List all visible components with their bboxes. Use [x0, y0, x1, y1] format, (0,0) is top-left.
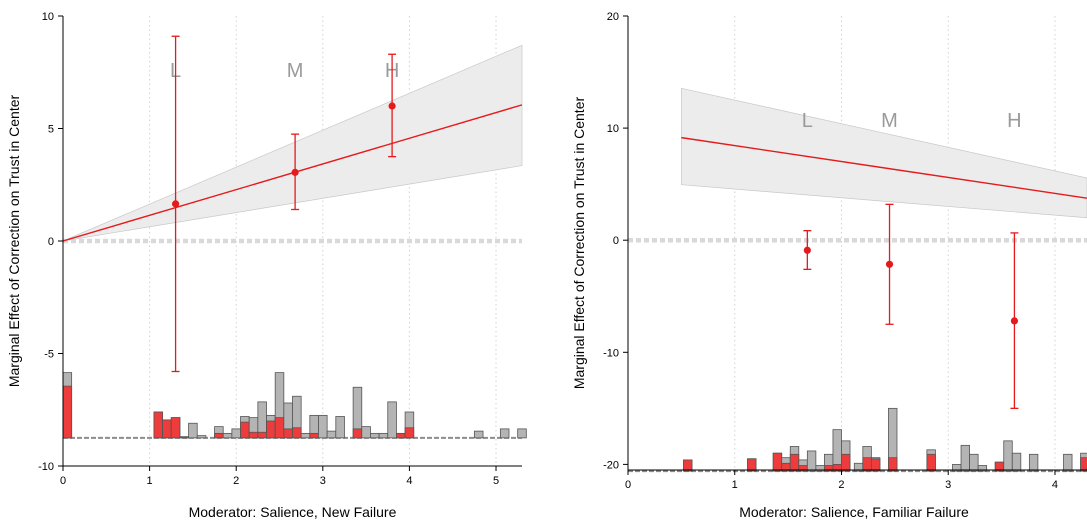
bin-estimate-point: [1010, 317, 1019, 325]
histogram-bar-treated: [62, 385, 73, 439]
y-tick-label: -10: [603, 347, 619, 359]
histogram-bar-treated: [248, 431, 259, 439]
histogram-bar-treated: [292, 427, 302, 439]
x-tick-label: 2: [838, 479, 844, 491]
histogram-bar-total: [473, 430, 484, 439]
histogram-bar-total: [318, 414, 328, 439]
confidence-band: [681, 87, 1087, 219]
y-axis-title: Marginal Effect of Correction on Trust i…: [6, 95, 22, 388]
bin-label: M: [287, 60, 304, 82]
x-tick-label: 4: [1052, 479, 1058, 491]
histogram-bar-treated: [888, 457, 898, 472]
y-tick-label: 10: [607, 123, 619, 135]
y-axis-title: Marginal Effect of Correction on Trust i…: [571, 97, 587, 390]
bin-label: M: [881, 110, 898, 132]
histogram-bar-total: [387, 401, 397, 439]
y-tick-label: 0: [48, 236, 54, 248]
histogram-bar-total: [1003, 440, 1013, 472]
bin-estimate-point: [803, 246, 811, 254]
x-axis-title: Moderator: Salience, Familiar Failure: [739, 504, 969, 520]
histogram-bar-treated: [683, 459, 693, 472]
histogram-bar-total: [806, 450, 817, 472]
histogram-bar-treated: [841, 453, 851, 472]
histogram-bar-total: [196, 435, 207, 439]
histogram-bar-treated: [396, 432, 406, 439]
histogram-bar-total: [499, 428, 510, 439]
histogram-bar-treated: [240, 421, 250, 439]
bin-estimate-point: [885, 260, 894, 268]
x-tick-label: 1: [147, 475, 153, 487]
histogram-bar-total: [222, 432, 233, 439]
histogram-bar-total: [378, 432, 389, 439]
bin-estimate-point: [388, 102, 396, 110]
histogram-bar-total: [977, 465, 988, 472]
histogram-bar-treated: [404, 427, 415, 439]
histogram-bar-treated: [170, 417, 181, 439]
histogram-bar-total: [1028, 453, 1039, 472]
x-tick-label: 3: [945, 479, 951, 491]
histogram-bar-total: [517, 428, 527, 439]
histogram-bar-treated: [870, 458, 881, 472]
histogram-bar-total: [188, 422, 198, 439]
histogram-bar-treated: [747, 458, 757, 472]
y-tick-label: 5: [48, 124, 54, 136]
y-tick-label: 10: [42, 11, 54, 23]
bin-estimate-point: [171, 200, 180, 208]
histogram-bar-total: [370, 432, 380, 439]
bin-label: L: [802, 110, 813, 132]
histogram-bar-total: [969, 453, 979, 472]
histogram-bar-treated: [162, 419, 172, 439]
x-tick-label: 0: [625, 479, 631, 491]
histogram-bar-total: [326, 430, 337, 439]
marginal-effect-line: [681, 136, 1087, 199]
y-tick-label: -20: [603, 459, 619, 471]
histogram-bar-treated: [772, 452, 783, 472]
y-tick-label: -5: [44, 349, 54, 361]
bin-estimate-point: [291, 168, 299, 176]
histogram-bar-treated: [257, 431, 267, 439]
y-tick-label: 20: [607, 11, 619, 23]
x-tick-label: 4: [406, 475, 412, 487]
x-tick-label: 2: [233, 475, 239, 487]
histogram-bar-total: [361, 426, 371, 439]
bin-label: H: [1007, 110, 1021, 132]
histogram-bar-treated: [352, 428, 363, 439]
histogram-bar-treated: [266, 420, 276, 439]
histogram-bar-total: [960, 444, 970, 472]
x-axis-title: Moderator: Salience, New Failure: [189, 504, 397, 520]
histogram-bar-total: [1011, 452, 1022, 472]
histogram-bar-total: [335, 416, 345, 439]
y-tick-label: 0: [613, 235, 619, 247]
histogram-bar-total: [1063, 453, 1073, 472]
histogram-bar-treated: [789, 453, 800, 472]
x-tick-label: 5: [493, 475, 499, 487]
histogram-bar-treated: [283, 428, 293, 439]
histogram-bar-treated: [274, 417, 285, 439]
chart-panel-2: L M H 20 10 0 -10 -20 0 1 2 3 4 Moderator: Salience, …: [571, 11, 1087, 520]
histogram-bar-total: [231, 428, 241, 439]
x-tick-label: 1: [732, 479, 738, 491]
x-tick-label: 3: [320, 475, 326, 487]
histogram-bar-treated: [1080, 457, 1087, 472]
histogram-bar-total: [300, 432, 311, 439]
histogram-bar-treated: [309, 432, 319, 439]
y-tick-label: -10: [38, 461, 54, 473]
x-tick-label: 0: [60, 475, 66, 487]
histogram-bar-treated: [179, 436, 189, 439]
histogram-bar-treated: [862, 457, 872, 472]
histogram-bar-treated: [926, 453, 936, 472]
histogram-bar-treated: [214, 432, 224, 439]
histogram-bar-treated: [153, 411, 163, 439]
